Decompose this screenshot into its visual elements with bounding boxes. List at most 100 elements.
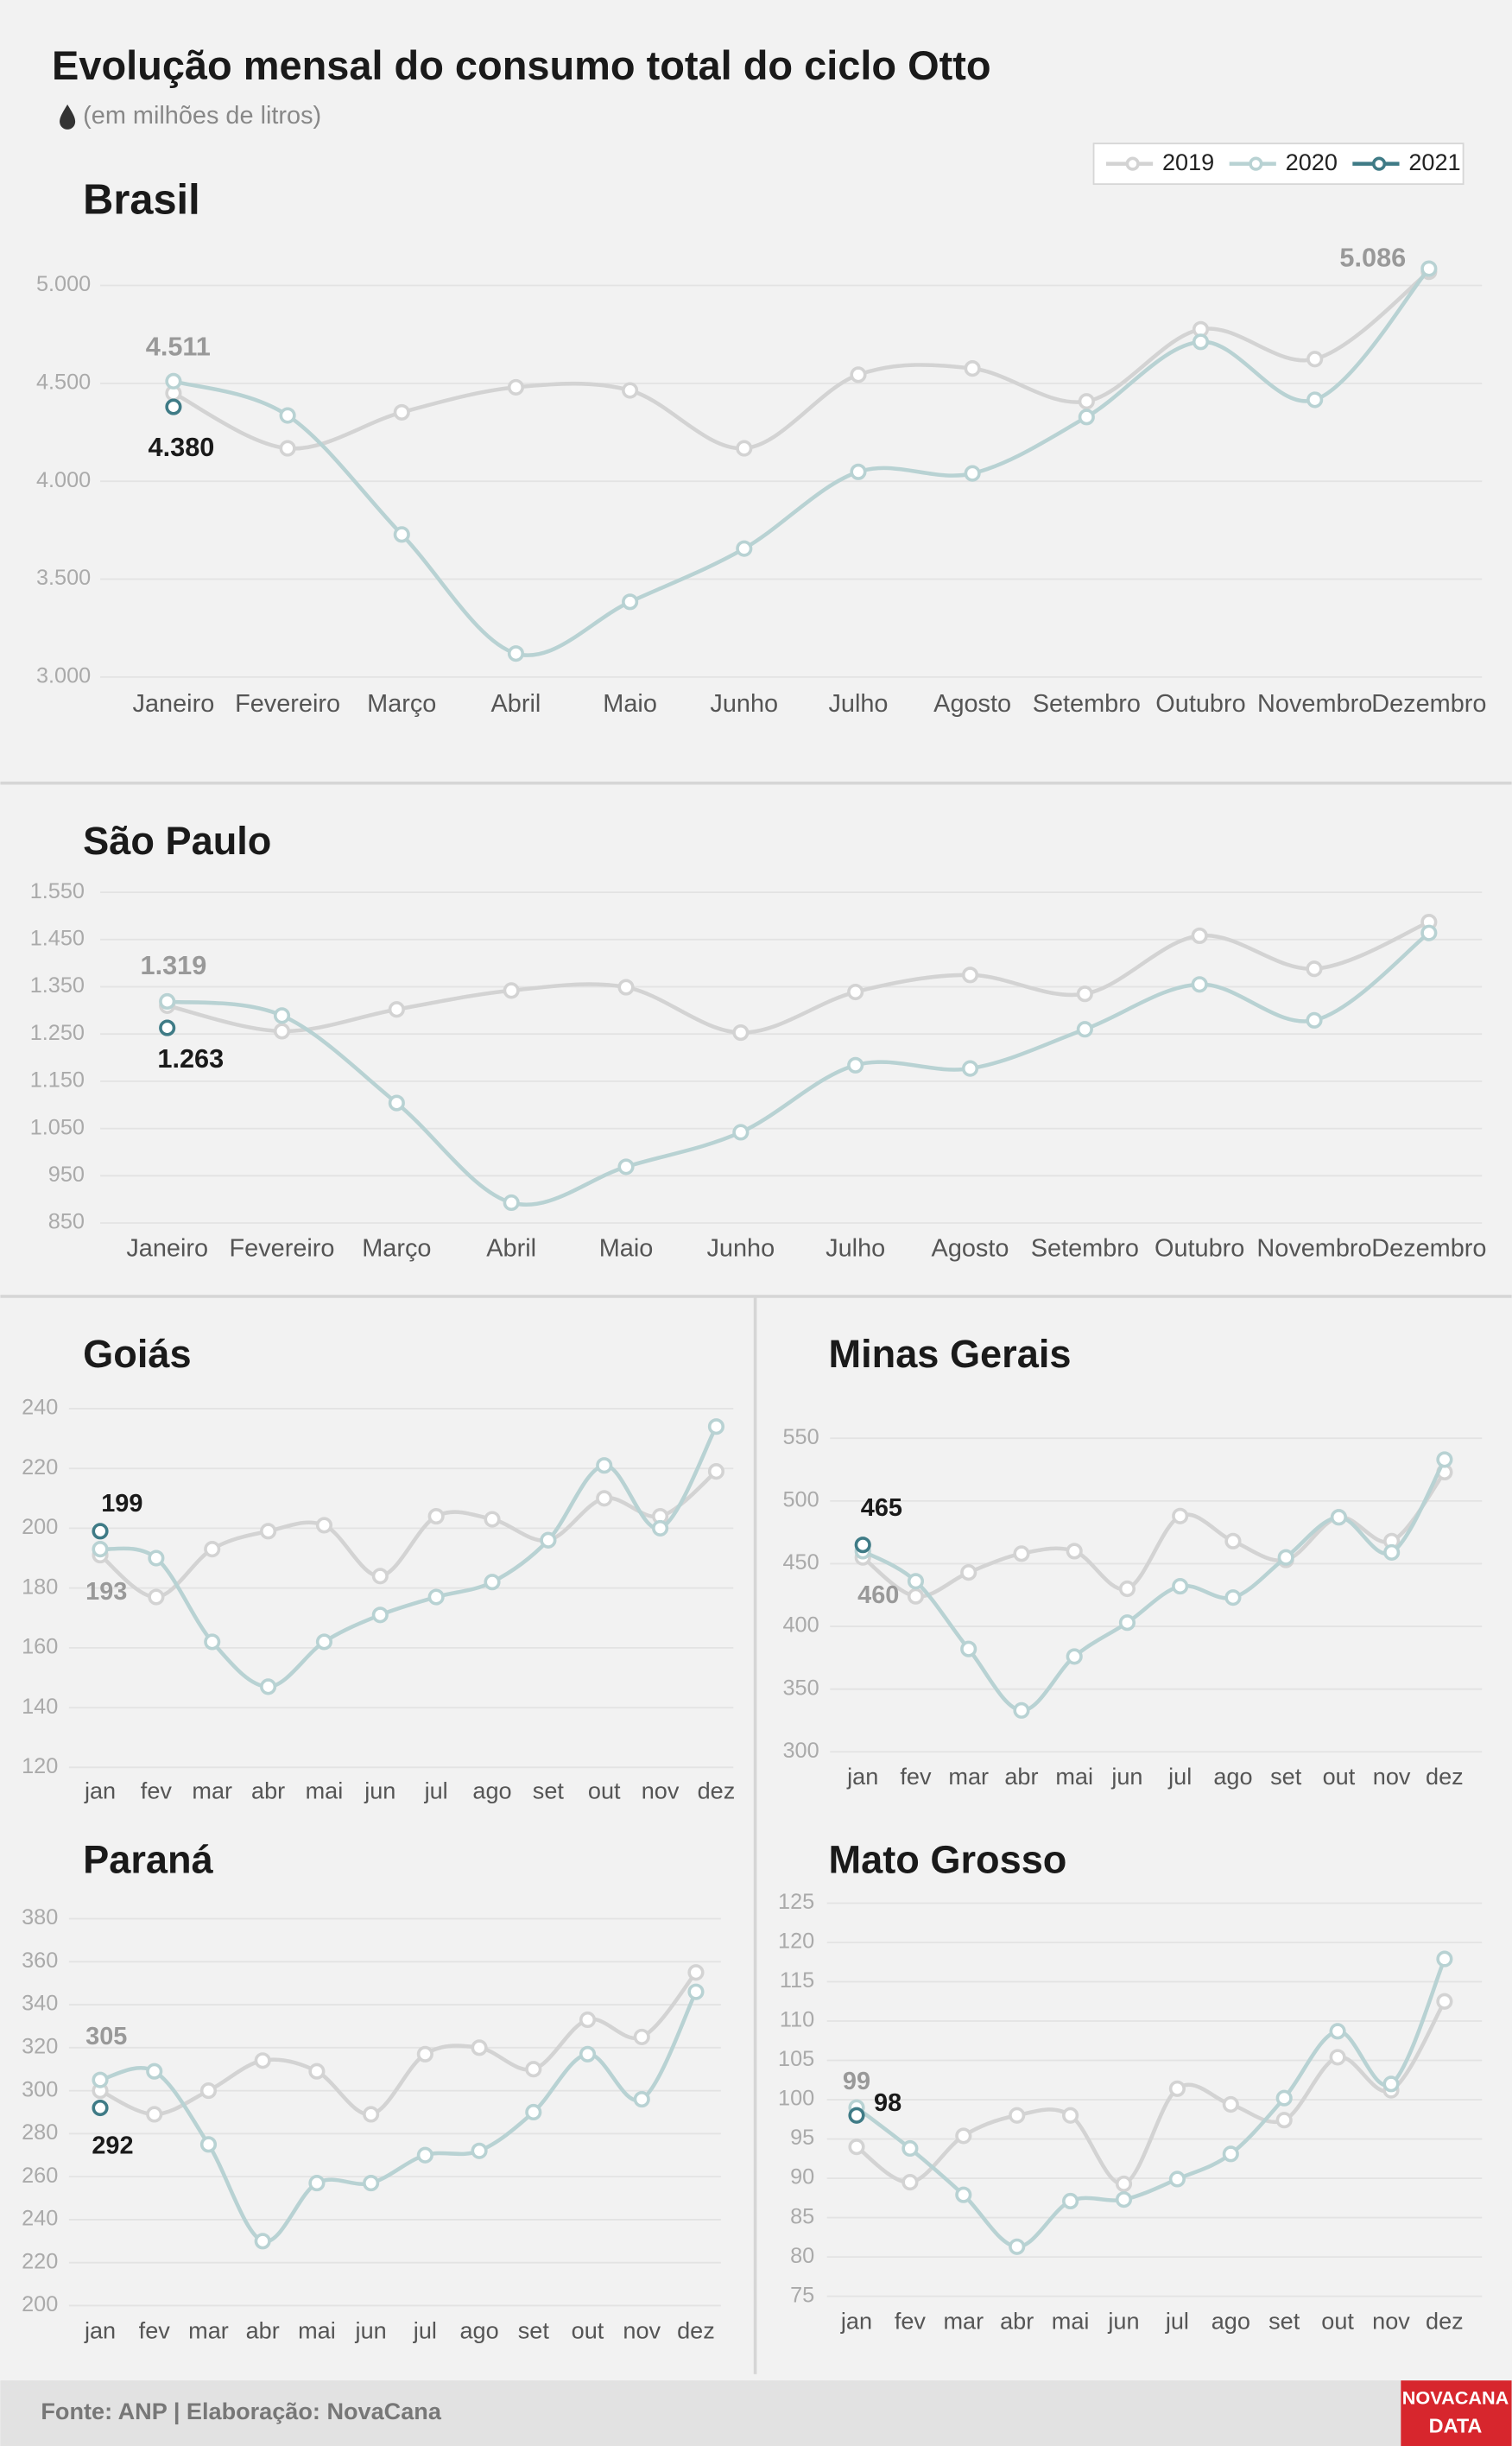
point	[484, 1511, 501, 1528]
point	[848, 2107, 865, 2124]
data-label: 465	[861, 1494, 902, 1522]
point	[847, 1056, 864, 1074]
point	[159, 992, 176, 1011]
data-label: 4.380	[149, 432, 215, 462]
y-tick-label: 5.000	[36, 272, 91, 296]
legend-marker	[1249, 156, 1263, 171]
point	[1306, 351, 1324, 368]
data-label: 4.511	[146, 332, 211, 362]
point	[1224, 1532, 1242, 1549]
legend-label: 2021	[1408, 149, 1460, 175]
x-tick-label: Junho	[707, 1234, 775, 1262]
x-tick-label: Outubro	[1155, 1234, 1244, 1262]
point	[165, 398, 182, 415]
x-tick-label: nov	[642, 1777, 680, 1803]
y-tick-label: 950	[48, 1163, 85, 1187]
y-tick-label: 3.500	[36, 566, 91, 590]
point	[92, 2071, 109, 2088]
point	[955, 2186, 972, 2203]
point	[850, 366, 867, 383]
point	[961, 1060, 979, 1077]
point	[1277, 1549, 1294, 1566]
y-tick-label: 320	[22, 2035, 58, 2059]
x-tick-label: nov	[1372, 2307, 1410, 2334]
x-tick-label: Janeiro	[126, 1234, 208, 1262]
x-tick-label: dez	[698, 1777, 736, 1803]
y-tick-label: 340	[22, 1992, 58, 2016]
logo-text: DATA	[1429, 2415, 1483, 2437]
point	[1172, 1507, 1189, 1524]
y-tick-label: 260	[22, 2164, 58, 2188]
point	[507, 378, 525, 396]
data-label: 5.086	[1339, 242, 1406, 272]
x-tick-label: Maio	[599, 1234, 654, 1262]
legend-label: 2019	[1162, 149, 1214, 175]
series-line	[173, 267, 1431, 657]
point	[579, 2045, 597, 2063]
point	[148, 1549, 165, 1567]
y-tick-label: 140	[22, 1695, 58, 1719]
point	[847, 983, 864, 1001]
y-tick-label: 95	[790, 2126, 814, 2150]
x-tick-label: Novembro	[1256, 1234, 1371, 1262]
x-tick-label: Março	[362, 1234, 431, 1262]
x-tick-label: dez	[1426, 1763, 1464, 1790]
point	[416, 2146, 433, 2164]
y-tick-label: 380	[22, 1905, 58, 1930]
point	[902, 2174, 919, 2191]
point	[1222, 2145, 1239, 2163]
point	[363, 2106, 380, 2123]
y-tick-label: 1.450	[30, 926, 85, 950]
point	[92, 2099, 109, 2117]
point	[1222, 2095, 1239, 2113]
data-label: 460	[857, 1581, 899, 1609]
point	[1329, 2023, 1346, 2040]
point	[960, 1640, 977, 1657]
x-tick-label: out	[572, 2316, 604, 2343]
y-tick-label: 3.000	[36, 664, 91, 688]
x-tick-label: jul	[1165, 2307, 1189, 2334]
x-tick-label: abr	[1000, 2307, 1034, 2334]
point	[363, 2175, 380, 2192]
point	[254, 2233, 271, 2250]
x-tick-label: jul	[424, 1777, 448, 1803]
point	[1078, 393, 1095, 410]
legend-label: 2020	[1286, 149, 1338, 175]
point	[1115, 2191, 1133, 2208]
data-label: 99	[843, 2068, 870, 2095]
point	[388, 1094, 405, 1112]
point	[1062, 2107, 1079, 2124]
x-tick-label: mar	[943, 2307, 984, 2334]
x-tick-label: fev	[141, 1777, 173, 1803]
point	[273, 1023, 291, 1040]
x-tick-label: Dezembro	[1371, 1234, 1486, 1262]
point	[427, 1588, 445, 1606]
point	[165, 372, 182, 390]
x-tick-label: fev	[895, 2307, 927, 2334]
point	[260, 1678, 277, 1695]
x-tick-label: nov	[623, 2316, 661, 2343]
x-tick-label: ago	[1213, 1763, 1252, 1790]
point	[1076, 1021, 1093, 1038]
y-tick-label: 80	[790, 2244, 814, 2268]
x-tick-label: mai	[1052, 2307, 1090, 2334]
chart-title: Brasil	[83, 177, 200, 224]
point	[633, 2090, 650, 2108]
x-tick-label: Dezembro	[1371, 690, 1486, 718]
point	[1172, 1578, 1189, 1595]
legend-box	[1092, 143, 1465, 186]
y-tick-label: 1.350	[30, 973, 85, 998]
y-tick-label: 500	[782, 1488, 819, 1512]
x-tick-label: set	[1270, 1763, 1302, 1790]
point	[848, 2139, 865, 2156]
data-label: 199	[101, 1490, 142, 1518]
x-tick-label: set	[533, 1777, 565, 1803]
point	[652, 1519, 669, 1537]
point	[854, 1537, 871, 1554]
point	[1115, 2175, 1133, 2193]
x-tick-label: ago	[472, 1777, 511, 1803]
point	[622, 382, 639, 399]
x-tick-label: Maio	[603, 690, 657, 718]
point	[525, 2061, 542, 2078]
point	[146, 2063, 163, 2080]
